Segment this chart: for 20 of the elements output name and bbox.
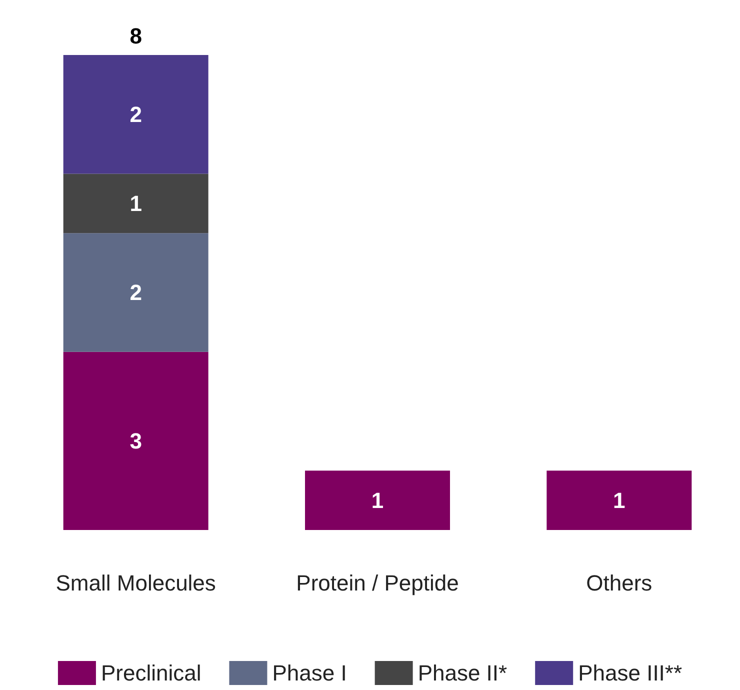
data-label: 2 [130, 280, 142, 305]
bar [63, 233, 208, 352]
bar [546, 470, 692, 530]
x-tick-label: Others [586, 570, 652, 596]
data-label: 1 [130, 190, 142, 216]
x-tick-label: Protein / Peptide [296, 570, 459, 596]
data-label: 1 [371, 488, 384, 513]
data-label: 1 [613, 488, 626, 513]
bar [63, 55, 208, 174]
bar [63, 174, 208, 234]
legend-label: Phase II* [418, 660, 508, 686]
bar [305, 470, 450, 530]
data-label: 3 [130, 428, 142, 454]
legend-label: Phase III** [578, 660, 682, 686]
total-label: 8 [130, 24, 142, 48]
bar [63, 352, 208, 530]
x-tick-label: Small Molecules [56, 570, 216, 596]
data-label: 2 [130, 102, 142, 127]
legend-label: Phase I [272, 660, 347, 686]
legend-label: Preclinical [100, 660, 202, 686]
